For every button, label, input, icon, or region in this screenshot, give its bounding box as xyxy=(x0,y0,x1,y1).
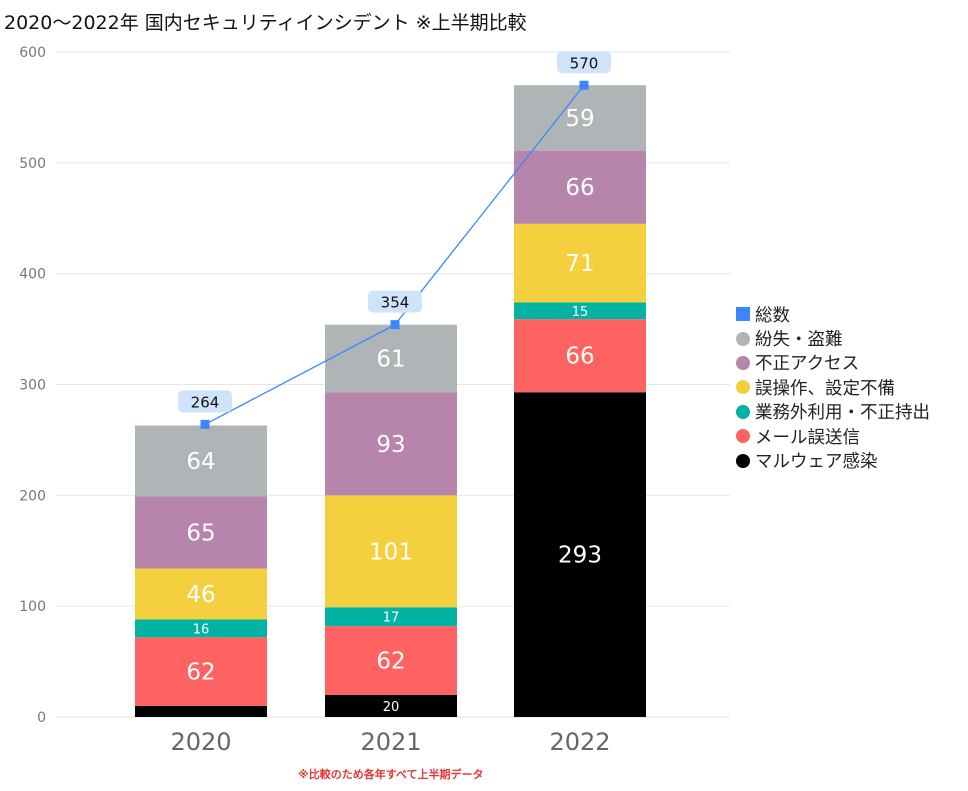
data-label: 65 xyxy=(186,520,215,546)
total-label-badge xyxy=(368,290,422,313)
bar-segment xyxy=(514,223,646,303)
bar-segment xyxy=(135,568,267,620)
legend-label: マルウェア感染 xyxy=(755,452,878,473)
data-label: 17 xyxy=(383,611,400,626)
legend-circle-marker-icon xyxy=(736,355,750,370)
bar-segment xyxy=(514,85,646,151)
bar-segment xyxy=(325,324,457,393)
total-point xyxy=(579,80,589,90)
y-tick-label: 0 xyxy=(37,710,46,726)
legend-label: 紛失・盗難 xyxy=(755,330,843,351)
y-tick-label: 500 xyxy=(19,156,46,172)
legend-item-loss: 紛失・盗難 xyxy=(736,326,930,350)
data-label: 62 xyxy=(376,648,405,674)
legend-circle-marker-icon xyxy=(736,453,750,468)
y-tick-label: 600 xyxy=(19,45,46,61)
data-label: 61 xyxy=(376,346,405,372)
total-point xyxy=(200,419,210,429)
legend-label: 誤操作、設定不備 xyxy=(755,378,895,399)
total-label-badge xyxy=(178,390,232,413)
data-label: 46 xyxy=(186,582,215,608)
data-label: 64 xyxy=(186,449,215,475)
bar-segment xyxy=(325,694,457,717)
legend-square-marker-icon xyxy=(736,307,750,322)
total-data-label: 264 xyxy=(191,393,220,411)
bar-segment xyxy=(135,705,267,717)
data-label: 101 xyxy=(369,539,413,565)
footnote: ※比較のため各年すべて上半期データ xyxy=(298,768,484,781)
bar-segment xyxy=(514,392,646,717)
bar-segment xyxy=(325,392,457,496)
legend-item-mis-sent-email: メール誤送信 xyxy=(736,424,930,448)
data-label: 66 xyxy=(565,344,594,370)
legend-label: メール誤送信 xyxy=(755,427,860,448)
x-tick-label: 2021 xyxy=(360,728,421,756)
bar-segment xyxy=(514,150,646,224)
legend-label: 業務外利用・不正持出 xyxy=(755,403,930,424)
total-point xyxy=(390,320,400,330)
legend-circle-marker-icon xyxy=(736,380,750,395)
legend-item-total: 総数 xyxy=(736,302,930,326)
data-label: 15 xyxy=(572,305,589,320)
data-label: 93 xyxy=(376,432,405,458)
legend-item-misoperation: 誤操作、設定不備 xyxy=(736,375,930,399)
legend-label: 不正アクセス xyxy=(755,354,860,375)
data-label: 66 xyxy=(565,175,594,201)
legend-circle-marker-icon xyxy=(736,331,750,346)
data-label: 62 xyxy=(186,660,215,686)
y-tick-label: 300 xyxy=(19,378,46,394)
bar-segment xyxy=(325,626,457,695)
total-data-label: 354 xyxy=(381,294,410,312)
bar-segment xyxy=(135,425,267,497)
legend-item-misuse: 業務外利用・不正持出 xyxy=(736,400,930,424)
x-tick-label: 2022 xyxy=(549,728,610,756)
bar-segment xyxy=(514,319,646,393)
data-label: 20 xyxy=(383,700,400,715)
y-tick-label: 100 xyxy=(19,599,46,615)
legend-circle-marker-icon xyxy=(736,429,750,444)
y-tick-label: 400 xyxy=(19,267,46,283)
data-label: 16 xyxy=(193,622,210,637)
legend: 総数 紛失・盗難 不正アクセス 誤操作、設定不備 業務外利用・不正持出 メール誤… xyxy=(736,302,930,473)
x-tick-label: 2020 xyxy=(170,728,231,756)
y-tick-label: 200 xyxy=(19,488,46,504)
total-label-badge xyxy=(557,51,611,74)
total-data-label: 570 xyxy=(570,54,599,72)
data-label: 59 xyxy=(565,106,594,132)
bar-segment xyxy=(325,495,457,608)
bar-segment xyxy=(514,302,646,320)
bar-segment xyxy=(135,619,267,638)
legend-label: 総数 xyxy=(755,305,790,326)
data-label: 71 xyxy=(565,251,594,277)
bar-segment xyxy=(325,607,457,627)
bar-segment xyxy=(135,496,267,569)
bar-segment xyxy=(135,637,267,706)
legend-circle-marker-icon xyxy=(736,404,750,419)
data-label: 293 xyxy=(558,543,602,569)
legend-item-unauthorized-access: 不正アクセス xyxy=(736,351,930,375)
legend-item-malware: マルウェア感染 xyxy=(736,448,930,472)
chart-title: 2020～2022年 国内セキュリティインシデント ※上半期比較 xyxy=(4,12,527,34)
